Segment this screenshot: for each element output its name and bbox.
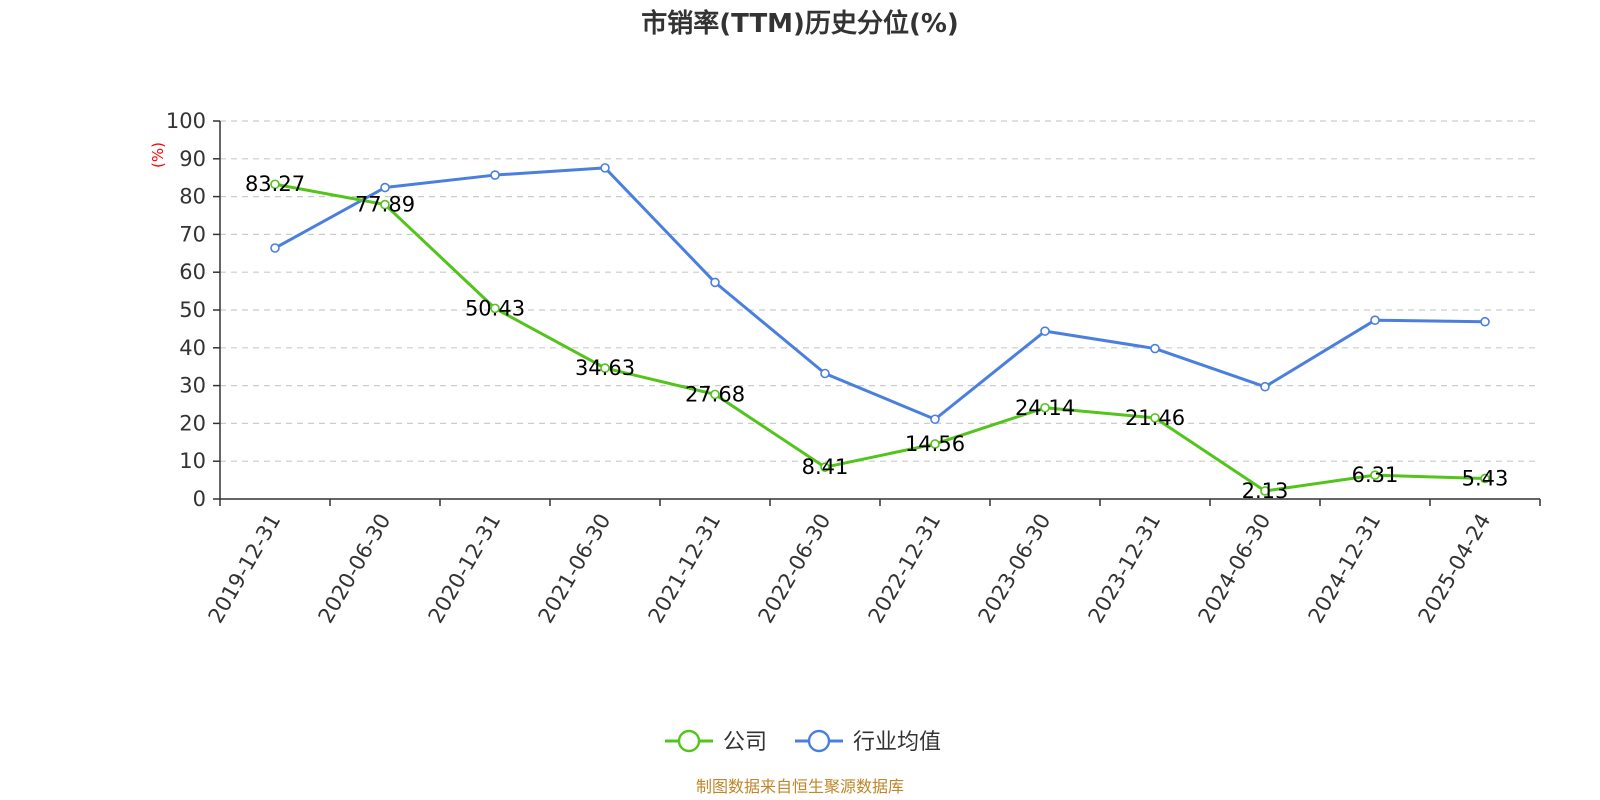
axes: 0 10 20 30 40 50 60 70 80 90 100 2019-12-31 2020-06-… [166, 109, 1541, 628]
data-label: 14.56 [905, 432, 965, 456]
series-line-0 [274, 182, 1486, 493]
data-labels: 83.27 77.89 50.43 34.63 27.68 8.41 14.56 24.14 2… [245, 172, 1508, 503]
data-point[interactable] [490, 303, 500, 314]
data-point[interactable] [930, 439, 940, 449]
x-tick-label: 2022-12-31 [864, 510, 946, 628]
data-label: 2.13 [1242, 479, 1289, 503]
x-tick-label: 2022-06-30 [754, 510, 836, 628]
data-label: 6.31 [1352, 463, 1399, 487]
data-point[interactable] [600, 163, 610, 173]
x-tick-label: 2020-12-31 [424, 510, 506, 628]
data-point[interactable] [710, 277, 720, 288]
chart-title: 市销率(TTM)历史分位(%) [641, 8, 959, 39]
data-point[interactable] [1150, 413, 1160, 423]
y-tick-label: 40 [179, 336, 206, 360]
data-point[interactable] [270, 179, 280, 190]
data-point[interactable] [1150, 343, 1160, 354]
x-tick-label: 2023-06-30 [974, 510, 1056, 628]
y-tick-label: 0 [193, 487, 206, 511]
data-point[interactable] [490, 170, 500, 180]
data-label: 34.63 [575, 356, 635, 380]
data-point[interactable] [270, 243, 280, 253]
series-layer [270, 163, 1490, 496]
data-point[interactable] [1480, 473, 1490, 484]
data-label: 77.89 [355, 193, 415, 217]
data-point[interactable] [1040, 402, 1050, 413]
legend-item-1[interactable]: 行业均值 [795, 729, 941, 755]
data-label: 50.43 [465, 296, 525, 320]
data-label: 83.27 [245, 172, 305, 196]
grid-lines [220, 120, 1540, 462]
y-tick-label: 70 [179, 222, 206, 246]
y-axis-unit: (%) [149, 142, 167, 168]
data-label: 27.68 [685, 382, 745, 406]
data-point[interactable] [710, 389, 720, 400]
legend-marker [677, 729, 701, 753]
data-point[interactable] [820, 462, 830, 473]
x-tick-label: 2021-12-31 [644, 510, 726, 628]
data-label: 24.14 [1015, 396, 1075, 420]
y-tick-label: 80 [179, 185, 206, 209]
data-point[interactable] [820, 368, 830, 379]
y-tick-label: 10 [179, 449, 206, 473]
x-tick-label: 2019-12-31 [204, 510, 286, 628]
data-point[interactable] [1480, 316, 1490, 327]
data-point[interactable] [1260, 381, 1270, 392]
data-point[interactable] [600, 363, 610, 373]
data-label: 8.41 [802, 455, 849, 479]
x-tick-label: 2021-06-30 [534, 510, 616, 628]
data-point[interactable] [1260, 486, 1270, 496]
data-label: 5.43 [1462, 466, 1509, 490]
x-tick-label: 2024-12-31 [1304, 510, 1386, 628]
x-tick-label: 2023-12-31 [1084, 510, 1166, 628]
y-tick-label: 90 [179, 147, 206, 171]
x-tick-label: 2020-06-30 [314, 510, 396, 628]
series-line-1 [274, 166, 1486, 421]
legend-label: 行业均值 [853, 730, 941, 755]
legend-label: 公司 [723, 730, 767, 755]
data-label: 21.46 [1125, 406, 1185, 430]
data-point[interactable] [930, 414, 940, 425]
data-point[interactable] [1370, 470, 1380, 480]
legend-item-0[interactable]: 公司 [665, 729, 767, 755]
legend-marker [807, 729, 831, 753]
x-tick-label: 2024-06-30 [1194, 510, 1276, 628]
legend[interactable]: 公司 行业均值 [665, 729, 941, 755]
y-tick-label: 50 [179, 298, 206, 322]
y-tick-label: 100 [166, 109, 206, 133]
y-tick-label: 60 [179, 260, 206, 284]
y-tick-label: 30 [179, 374, 206, 398]
data-point[interactable] [1370, 315, 1380, 326]
source-note: 制图数据来自恒生聚源数据库 [696, 777, 904, 796]
data-point[interactable] [380, 199, 390, 210]
y-tick-label: 20 [179, 411, 206, 435]
data-point[interactable] [380, 182, 390, 193]
data-point[interactable] [1040, 326, 1050, 336]
x-tick-label: 2025-04-24 [1414, 510, 1496, 628]
